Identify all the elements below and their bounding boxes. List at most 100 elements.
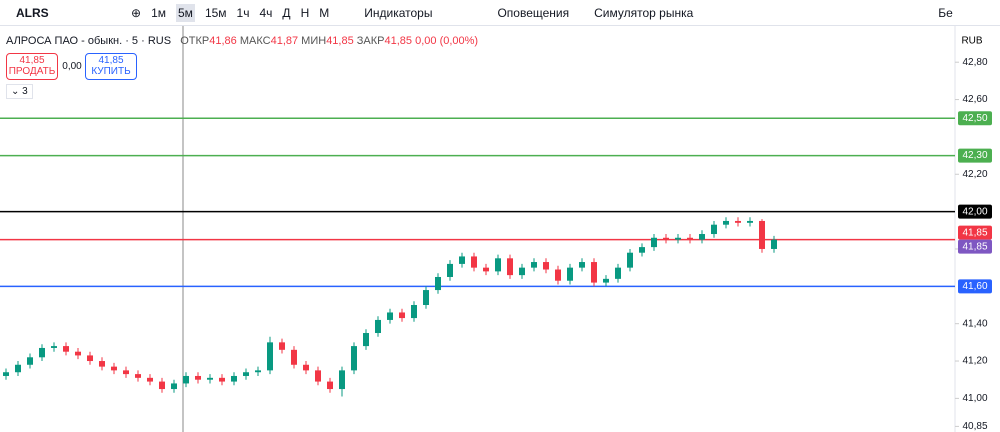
- interval[interactable]: 15м: [204, 5, 227, 20]
- level-badge: [958, 148, 992, 163]
- toolbar-cut[interactable]: Бе: [938, 5, 953, 20]
- candle-body: [87, 355, 93, 362]
- candle-body: [351, 346, 357, 371]
- candle-body: [327, 381, 333, 390]
- y-tick-label: 40,85: [962, 421, 987, 432]
- close-label: ЗАКР: [356, 35, 385, 47]
- candle-body: [567, 267, 573, 281]
- currency: RUB: [961, 36, 982, 47]
- candle-body: [579, 262, 585, 268]
- candle-body: [303, 364, 309, 371]
- change: 0,00 (0,00%): [415, 35, 479, 47]
- candle-body: [531, 262, 537, 268]
- interval[interactable]: М: [319, 5, 330, 20]
- sell-button[interactable]: 41,85 ПРОДАТЬ: [6, 53, 58, 80]
- indicators-count: 3: [22, 86, 28, 97]
- candle-body: [507, 258, 513, 276]
- candle-body: [459, 256, 465, 264]
- last-price-label: 41,85: [962, 241, 987, 252]
- candle-body: [279, 342, 285, 350]
- candle-body: [483, 267, 489, 272]
- candle-body: [615, 267, 621, 279]
- y-tick-label: 41,40: [962, 318, 987, 329]
- y-tick-label: 41,00: [962, 393, 987, 404]
- candle-body: [663, 237, 669, 240]
- candle-body: [315, 370, 321, 382]
- candle-body: [747, 220, 753, 223]
- candle-body: [699, 234, 705, 240]
- toolbar: ALRS ⊕ 1м 5м 15м 1ч 4ч Д Н М Индикаторы …: [0, 0, 1000, 26]
- candle-body: [63, 346, 69, 352]
- interval[interactable]: 1м: [151, 5, 166, 20]
- high-label: МАКС: [239, 35, 271, 47]
- candle-body: [147, 377, 153, 382]
- add[interactable]: ⊕: [131, 5, 142, 20]
- interval[interactable]: 4ч: [259, 5, 273, 20]
- level-label: 41,85: [962, 227, 987, 238]
- candle-body: [27, 357, 33, 365]
- candle-body: [123, 370, 129, 375]
- candle-body: [651, 237, 657, 248]
- y-tick-label: 42,60: [962, 94, 987, 105]
- candle-body: [723, 220, 729, 225]
- legend-title: АЛРОСА ПАО - обыкн. · 5 · RUS: [6, 35, 172, 47]
- candle-body: [711, 224, 717, 235]
- interval[interactable]: Д: [282, 5, 291, 20]
- candle-body: [675, 237, 681, 240]
- y-tick-label: 41,80: [962, 244, 987, 255]
- candle-body: [363, 333, 369, 347]
- candle-body: [639, 247, 645, 253]
- candle-body: [15, 364, 21, 373]
- last-price-badge: [958, 239, 992, 254]
- level-badge: [958, 225, 992, 240]
- indicators-toggle[interactable]: ⌄ 3: [6, 84, 33, 99]
- candle-body: [243, 372, 249, 376]
- level-label: 42,30: [962, 150, 987, 161]
- level-badge: [958, 279, 992, 294]
- candle-body: [603, 278, 609, 283]
- candle-body: [435, 276, 441, 291]
- level-label: 42,50: [962, 113, 987, 124]
- candle-body: [519, 267, 525, 276]
- candle-body: [99, 361, 105, 367]
- candle-body: [3, 372, 9, 376]
- candle-body: [735, 220, 741, 223]
- open: 41,86: [209, 35, 237, 47]
- candle-body: [399, 312, 405, 319]
- candle-body: [255, 370, 261, 373]
- interval[interactable]: 1ч: [236, 5, 250, 20]
- interval[interactable]: 5м: [176, 3, 195, 22]
- candle-body: [159, 381, 165, 390]
- candle-body: [495, 258, 501, 272]
- level-badge: [958, 111, 992, 126]
- candle-body: [687, 237, 693, 240]
- buy-label: КУПИТЬ: [91, 66, 131, 77]
- candle-body: [447, 263, 453, 277]
- candle-body: [627, 252, 633, 268]
- symbol[interactable]: ALRS: [16, 5, 49, 20]
- candle-body: [759, 220, 765, 249]
- buy-price: 41,85: [98, 55, 124, 66]
- candle-body: [207, 377, 213, 380]
- replay[interactable]: Симулятор рынка: [594, 5, 694, 20]
- candle-body: [135, 374, 141, 378]
- high: 41,87: [270, 35, 299, 47]
- buy-button[interactable]: 41,85 КУПИТЬ: [85, 53, 137, 80]
- open-label: ОТКР: [180, 35, 210, 47]
- candle-body: [183, 375, 189, 384]
- candle-body: [387, 312, 393, 320]
- level-label: 42,00: [962, 206, 987, 217]
- candle-body: [195, 375, 201, 380]
- candle-body: [219, 377, 225, 382]
- candle-body: [51, 346, 57, 348]
- low-label: МИН: [301, 35, 327, 47]
- indicators[interactable]: Индикаторы: [364, 5, 433, 20]
- interval[interactable]: Н: [300, 5, 310, 20]
- alerts[interactable]: Оповещения: [497, 5, 570, 20]
- candle-body: [375, 319, 381, 334]
- sell-label: ПРОДАТЬ: [8, 66, 56, 77]
- candle-body: [555, 269, 561, 281]
- chart: RUB 42,80 42,60 42,20 41,80 41,40 41,20 41,00 4…: [0, 26, 992, 432]
- candle-body: [411, 305, 417, 319]
